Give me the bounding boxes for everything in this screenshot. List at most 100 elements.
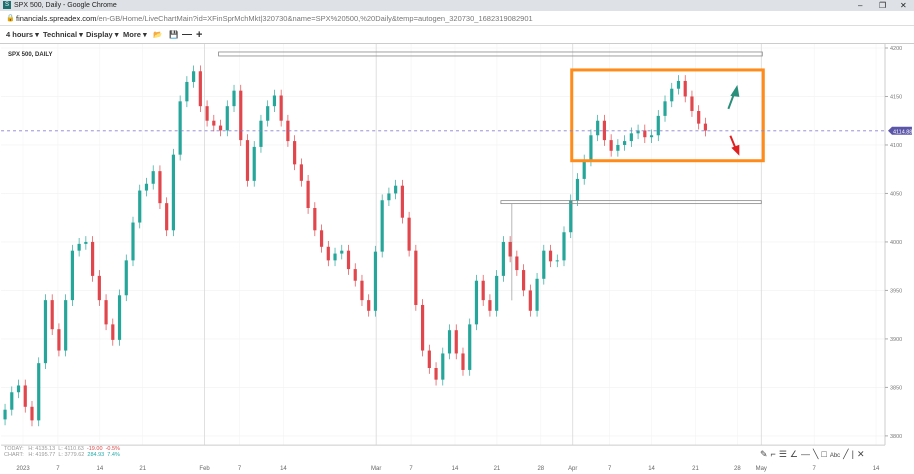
chart-title: SPX 500, DAILY bbox=[8, 52, 53, 58]
candle bbox=[293, 135, 297, 171]
candle bbox=[16, 379, 21, 399]
x-tick-label: 21 bbox=[139, 466, 146, 472]
fib-icon[interactable]: ☰ bbox=[778, 449, 787, 459]
vline-icon[interactable]: | bbox=[851, 449, 854, 459]
more-dropdown[interactable]: More ▾ bbox=[123, 30, 147, 39]
candle bbox=[266, 100, 270, 127]
x-tick-label: 7 bbox=[813, 466, 817, 472]
candle bbox=[239, 84, 243, 146]
price-chart[interactable]: 4200 4150 4100 4050 4000 3950 3900 3850 3800 202… bbox=[0, 43, 914, 474]
x-tick-label: 14 bbox=[873, 466, 880, 472]
candle bbox=[340, 244, 344, 260]
candle bbox=[461, 347, 465, 376]
zoom-out-button[interactable]: — bbox=[182, 29, 192, 40]
address-bar[interactable]: 🔒 financials.spreadex.com/en-GB/Home/Liv… bbox=[0, 11, 914, 26]
today-high: H: 4135.13 bbox=[28, 446, 56, 452]
candle bbox=[232, 84, 236, 112]
drawing-tools: ✎ ⌐ ☰ ∠ — ╲ □ Abc ╱ | ✕ bbox=[760, 449, 867, 460]
candle bbox=[387, 187, 391, 207]
candle bbox=[205, 100, 209, 127]
candle bbox=[555, 254, 559, 268]
candle bbox=[623, 135, 627, 151]
candle bbox=[569, 194, 573, 239]
x-tick-label: 28 bbox=[734, 466, 741, 472]
stats-panel: TODAY: H: 4135.13 L: 4110.63 -19.00 -0.5… bbox=[4, 446, 120, 458]
candle bbox=[474, 274, 479, 331]
candle bbox=[171, 148, 176, 237]
x-tick-label: 14 bbox=[280, 466, 287, 472]
candle bbox=[77, 238, 81, 257]
candle bbox=[380, 194, 384, 258]
trendline-icon[interactable]: ╲ bbox=[812, 449, 819, 459]
folder-open-icon[interactable]: 📂 bbox=[153, 30, 163, 39]
candle bbox=[468, 318, 472, 376]
candle bbox=[420, 299, 425, 357]
window-title: SPX 500, Daily - Google Chrome bbox=[14, 2, 117, 9]
candle bbox=[353, 263, 357, 287]
chart-percent: 7.4% bbox=[107, 452, 120, 458]
y-tick-label: 4200 bbox=[890, 46, 902, 52]
x-tick-label: 2023 bbox=[16, 466, 30, 472]
candle bbox=[643, 124, 647, 144]
candle bbox=[454, 324, 458, 360]
candle bbox=[481, 274, 485, 306]
close-button[interactable]: ✕ bbox=[900, 1, 907, 10]
candle bbox=[306, 175, 310, 214]
hline-icon[interactable]: — bbox=[800, 449, 810, 459]
candle bbox=[97, 270, 101, 306]
interval-dropdown[interactable]: 4 hours ▾ bbox=[6, 30, 39, 39]
line-icon[interactable]: ╱ bbox=[843, 449, 849, 459]
curve-icon[interactable]: ⌐ bbox=[770, 449, 776, 459]
candle bbox=[582, 154, 586, 185]
candle bbox=[313, 202, 317, 237]
candle bbox=[225, 100, 229, 137]
candle bbox=[279, 89, 283, 127]
candle bbox=[245, 134, 250, 187]
today-low: L: 4110.63 bbox=[58, 446, 84, 452]
candle bbox=[64, 294, 68, 357]
y-tick-label: 3850 bbox=[890, 385, 902, 391]
today-label: TODAY: bbox=[4, 446, 24, 452]
save-icon[interactable]: 💾 bbox=[169, 30, 179, 39]
consolidation-box[interactable] bbox=[570, 68, 765, 163]
candle bbox=[488, 294, 492, 317]
candle bbox=[542, 244, 546, 285]
candle bbox=[434, 362, 438, 386]
x-tick-label: 21 bbox=[692, 466, 699, 472]
candle bbox=[212, 114, 216, 132]
candle bbox=[508, 236, 512, 263]
x-tick-label: 28 bbox=[537, 466, 544, 472]
candle bbox=[70, 244, 74, 306]
url-domain: financials.spreadex.com bbox=[16, 14, 97, 23]
minimize-button[interactable]: – bbox=[858, 1, 863, 10]
support-rectangle[interactable] bbox=[500, 200, 762, 205]
candle bbox=[690, 90, 694, 117]
delete-icon[interactable]: ✕ bbox=[856, 449, 865, 459]
candle bbox=[10, 386, 14, 416]
rect-icon[interactable]: □ bbox=[821, 449, 827, 459]
candle bbox=[407, 211, 411, 257]
candle bbox=[656, 110, 660, 142]
chart-toolbar: 4 hours ▾ Technical ▾ Display ▾ More ▾ 📂… bbox=[0, 27, 914, 43]
display-dropdown[interactable]: Display ▾ bbox=[86, 30, 119, 39]
candle bbox=[333, 247, 337, 267]
candle bbox=[649, 129, 654, 144]
candle bbox=[111, 318, 115, 346]
resistance-rectangle[interactable] bbox=[218, 51, 763, 57]
restore-button[interactable]: ❐ bbox=[879, 1, 887, 10]
candle bbox=[30, 400, 34, 427]
candle bbox=[636, 124, 640, 140]
x-tick-label: 7 bbox=[238, 466, 242, 472]
y-tick-label: 4150 bbox=[890, 94, 902, 100]
candle bbox=[602, 114, 607, 146]
candle bbox=[104, 294, 108, 331]
zoom-in-button[interactable]: + bbox=[196, 29, 203, 41]
fan-icon[interactable]: ∠ bbox=[789, 449, 798, 459]
arrow-down-icon bbox=[729, 135, 740, 156]
chart-high: H: 4195.77 bbox=[28, 452, 56, 458]
text-icon[interactable]: Abc bbox=[829, 453, 841, 459]
pen-icon[interactable]: ✎ bbox=[760, 449, 768, 459]
candle bbox=[414, 244, 418, 311]
technical-dropdown[interactable]: Technical ▾ bbox=[43, 30, 83, 39]
candle bbox=[515, 250, 519, 276]
